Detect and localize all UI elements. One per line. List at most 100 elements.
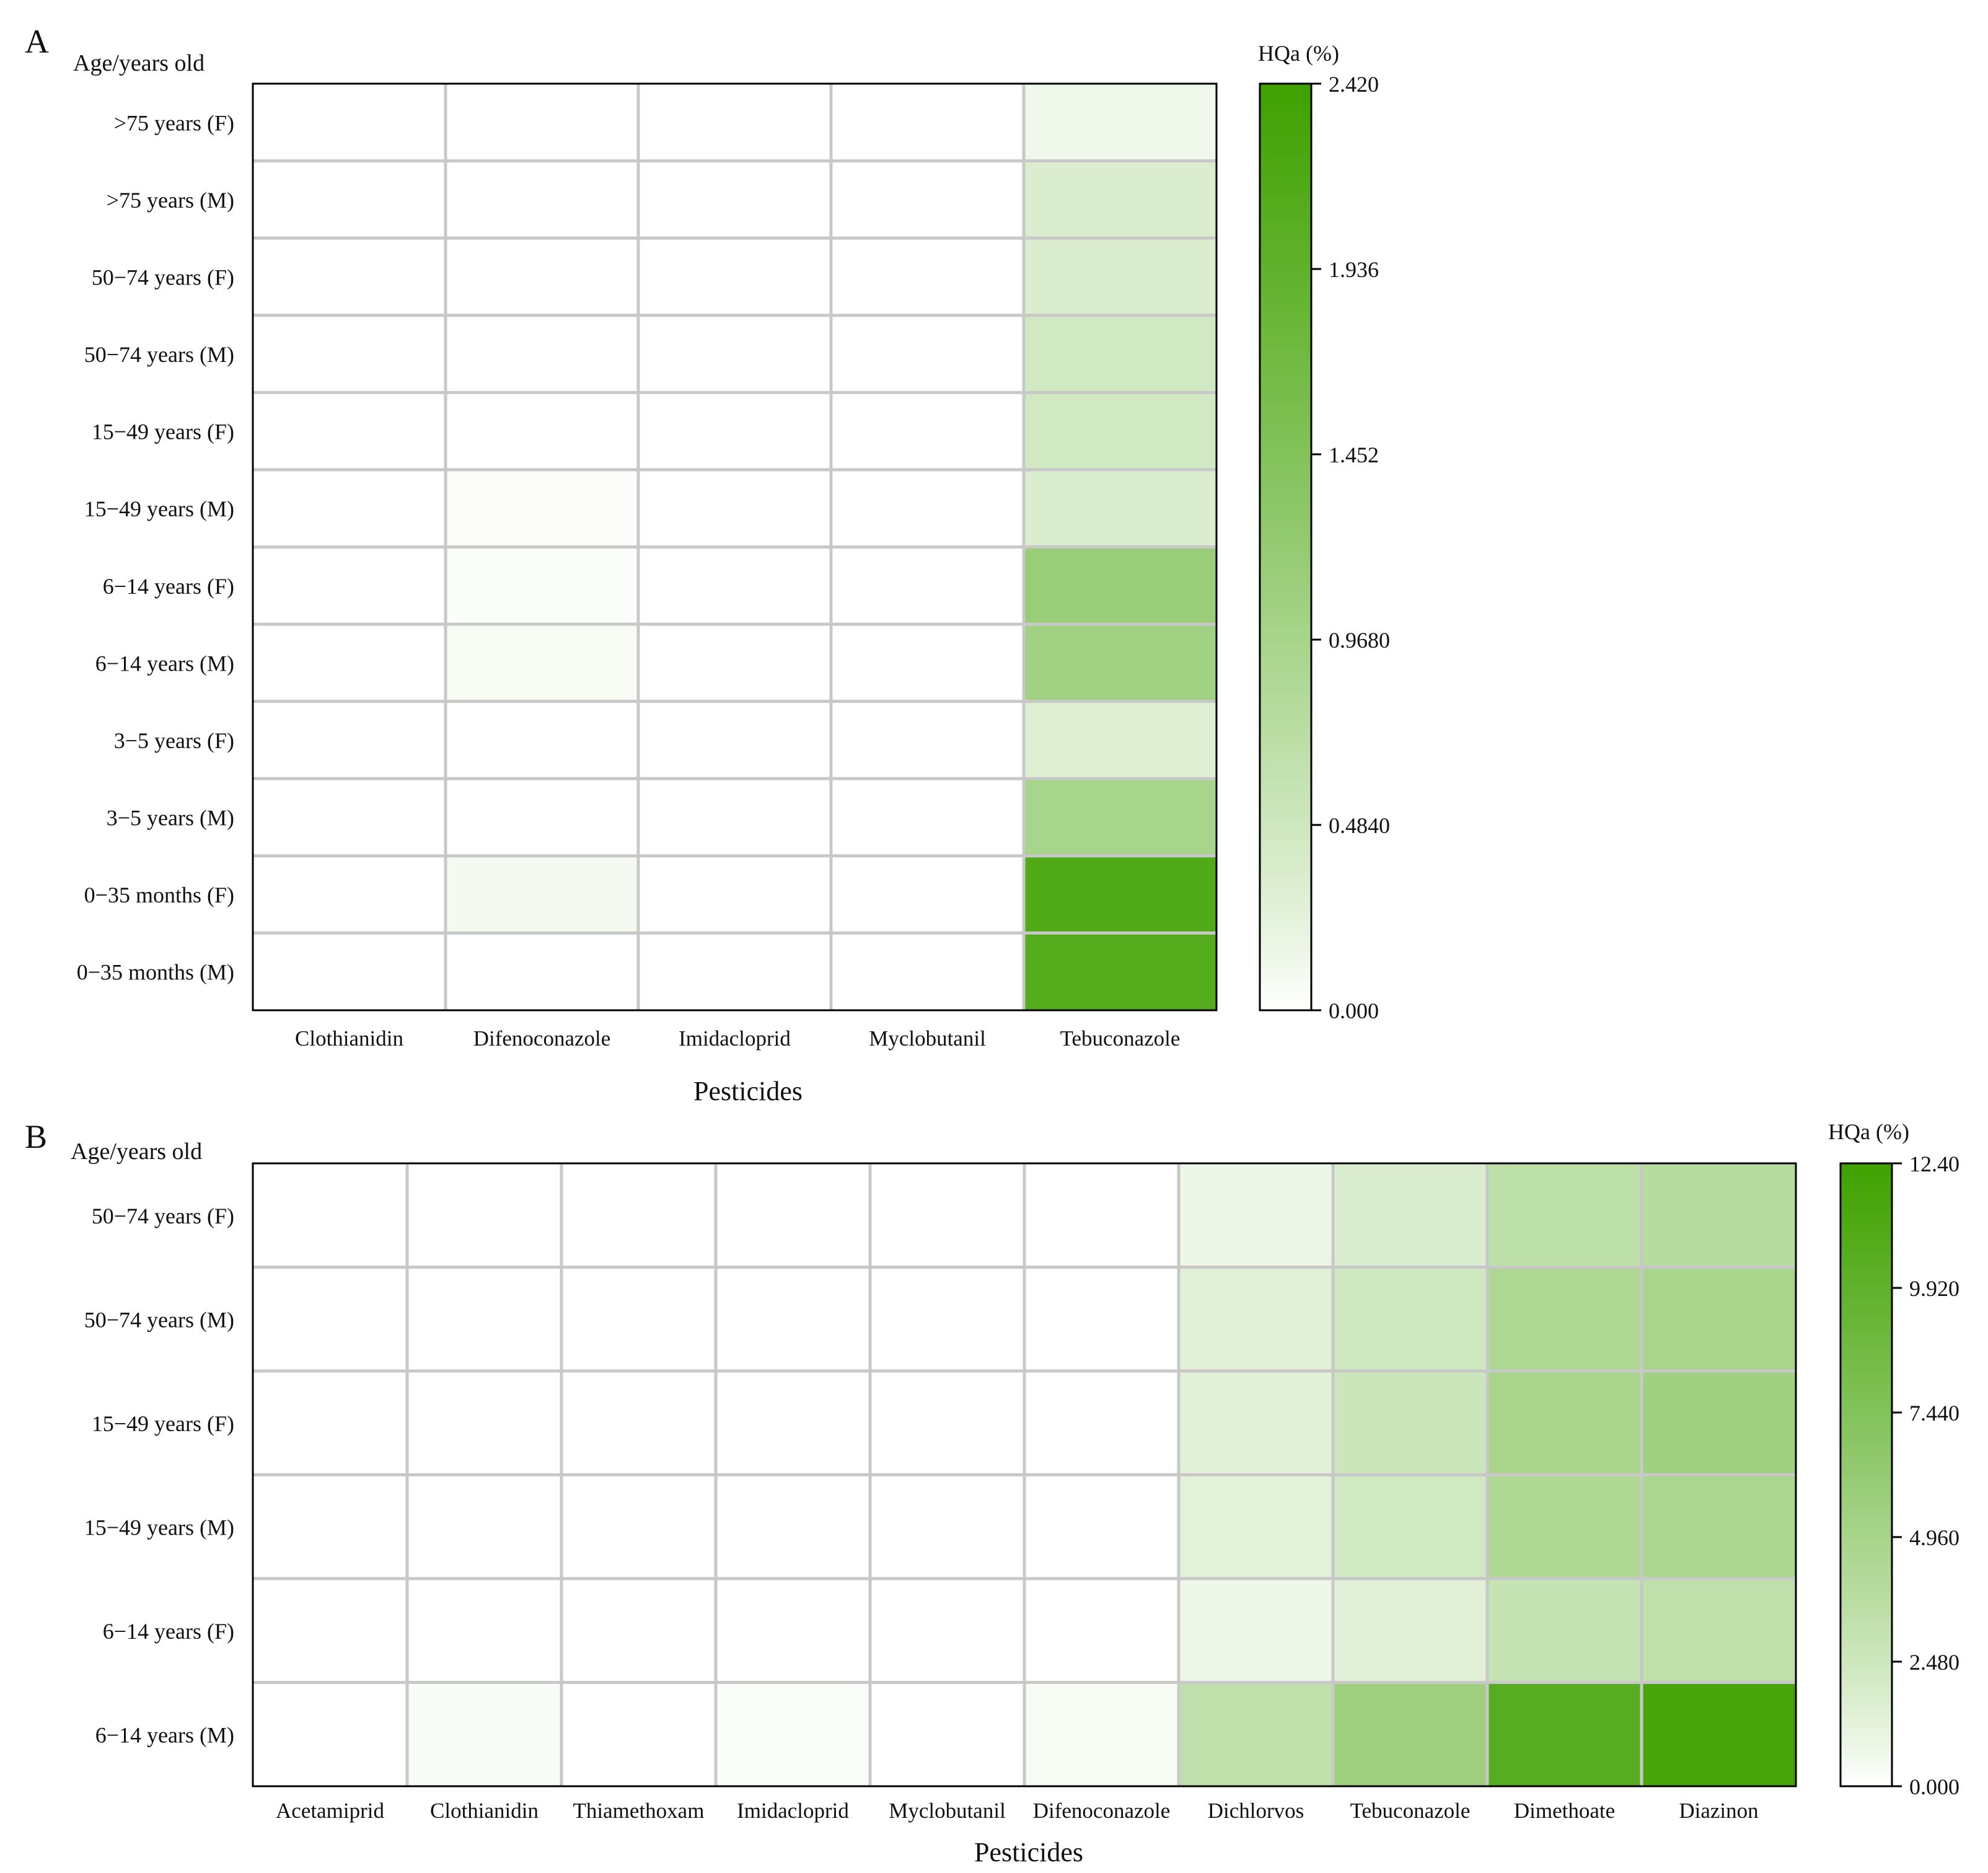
heatmap-cell <box>638 624 831 702</box>
heatmap-cell <box>1642 1682 1796 1786</box>
heatmap-cell <box>831 778 1024 856</box>
heatmap-cell <box>1179 1163 1333 1267</box>
heatmap-cell <box>1024 238 1216 315</box>
heatmap-cell <box>1333 1682 1487 1786</box>
heatmap-cell <box>1487 1682 1642 1786</box>
heatmap-cell <box>638 855 831 933</box>
heatmap-cell <box>638 161 831 239</box>
heatmap-cell <box>1333 1163 1487 1267</box>
heatmap-cell <box>1333 1267 1487 1371</box>
heatmap-cell <box>638 933 831 1010</box>
heatmap-cell <box>870 1371 1024 1475</box>
heatmap-cell <box>561 1163 716 1267</box>
heatmap-cell <box>1333 1579 1487 1683</box>
heatmap-frame <box>252 82 1218 1011</box>
heatmap-cell <box>870 1267 1024 1371</box>
heatmap-cell <box>253 855 446 933</box>
heatmap-cell <box>446 238 638 315</box>
heatmap-cell <box>1179 1474 1333 1579</box>
colorbar <box>1260 84 1311 1010</box>
column-label: Imidacloprid <box>737 1799 849 1823</box>
column-label: Tebuconazole <box>1350 1799 1471 1823</box>
heatmap-cell <box>638 392 831 470</box>
heatmap-cell <box>1487 1371 1642 1475</box>
row-label: >75 years (M) <box>107 188 234 213</box>
heatmap-cell <box>1487 1163 1642 1267</box>
row-label: 15−49 years (F) <box>92 420 234 444</box>
heatmap-cell <box>1642 1474 1796 1579</box>
heatmap-cell <box>1024 933 1216 1010</box>
heatmap-cell <box>1642 1371 1796 1475</box>
heatmap-cell <box>446 855 638 933</box>
heatmap-cell <box>638 84 831 161</box>
heatmap-cell <box>561 1579 716 1683</box>
heatmap-cell <box>446 469 638 547</box>
heatmap-cell <box>253 933 446 1010</box>
heatmap-cell <box>1024 624 1216 702</box>
heatmap-cell <box>1024 392 1216 470</box>
colorbar-tick-label: 2.420 <box>1329 72 1379 97</box>
heatmap-cell <box>1642 1579 1796 1683</box>
heatmap-cell <box>253 469 446 547</box>
heatmap-cell <box>1024 161 1216 239</box>
row-label: 50−74 years (F) <box>92 265 234 290</box>
heatmap-cell <box>446 392 638 470</box>
heatmap-cell <box>870 1682 1024 1786</box>
heatmap-cell <box>1179 1267 1333 1371</box>
heatmap-cell <box>831 84 1024 161</box>
row-label: 3−5 years (F) <box>114 728 234 753</box>
heatmap-cell <box>446 624 638 702</box>
heatmap-cell <box>870 1474 1024 1579</box>
colorbar <box>1841 1163 1892 1786</box>
column-label: Dimethoate <box>1514 1799 1615 1823</box>
y-axis-title: Age/years old <box>73 50 205 76</box>
heatmap-cell <box>831 547 1024 625</box>
heatmap-cell <box>253 1267 407 1371</box>
column-label: Difenoconazole <box>473 1026 611 1051</box>
heatmap-cell <box>1024 84 1216 161</box>
heatmap-cell <box>407 1579 561 1683</box>
heatmap-cell <box>1024 855 1216 933</box>
column-label: Diazinon <box>1679 1799 1758 1823</box>
heatmap-cell <box>831 469 1024 547</box>
heatmap-cell <box>1333 1474 1487 1579</box>
heatmap-cell <box>253 547 446 625</box>
heatmap-cell <box>446 547 638 625</box>
heatmap-cell <box>561 1371 716 1475</box>
heatmap-cell <box>253 1371 407 1475</box>
column-label: Myclobutanil <box>889 1799 1006 1823</box>
heatmap-cell <box>1024 315 1216 393</box>
heatmap-cell <box>1024 1579 1179 1683</box>
colorbar-title: HQa (%) <box>1258 41 1339 66</box>
row-label: 6−14 years (M) <box>95 1722 234 1747</box>
heatmap-cell <box>831 315 1024 393</box>
panel-label: A <box>25 23 49 60</box>
heatmap-cell <box>716 1371 870 1475</box>
heatmap-cell <box>1333 1371 1487 1475</box>
heatmap-cell <box>253 624 446 702</box>
heatmap-cell <box>407 1682 561 1786</box>
heatmap-cell <box>638 469 831 547</box>
colorbar-tick-label: 1.936 <box>1329 257 1379 282</box>
row-label: 6−14 years (F) <box>103 574 234 599</box>
row-label: 6−14 years (M) <box>95 651 234 676</box>
column-label: Tebuconazole <box>1060 1026 1181 1051</box>
colorbar-tick-label: 2.480 <box>1909 1650 1959 1675</box>
heatmap-cell <box>446 778 638 856</box>
column-label: Acetamiprid <box>276 1799 384 1823</box>
heatmap-cell <box>253 238 446 315</box>
column-label: Clothianidin <box>295 1026 403 1051</box>
heatmap-cell <box>446 701 638 779</box>
row-label: >75 years (F) <box>114 110 234 135</box>
y-axis-title: Age/years old <box>71 1139 202 1165</box>
colorbar-frame <box>1839 1162 1893 1787</box>
heatmap-cell <box>253 1474 407 1579</box>
column-label: Imidacloprid <box>679 1026 791 1051</box>
heatmap-cell <box>561 1267 716 1371</box>
heatmap-cell <box>716 1579 870 1683</box>
heatmap-cell <box>716 1163 870 1267</box>
row-label: 0−35 months (F) <box>84 883 234 907</box>
row-label: 0−35 months (M) <box>77 960 234 985</box>
heatmap-cell <box>1024 1371 1179 1475</box>
heatmap-cell <box>253 778 446 856</box>
